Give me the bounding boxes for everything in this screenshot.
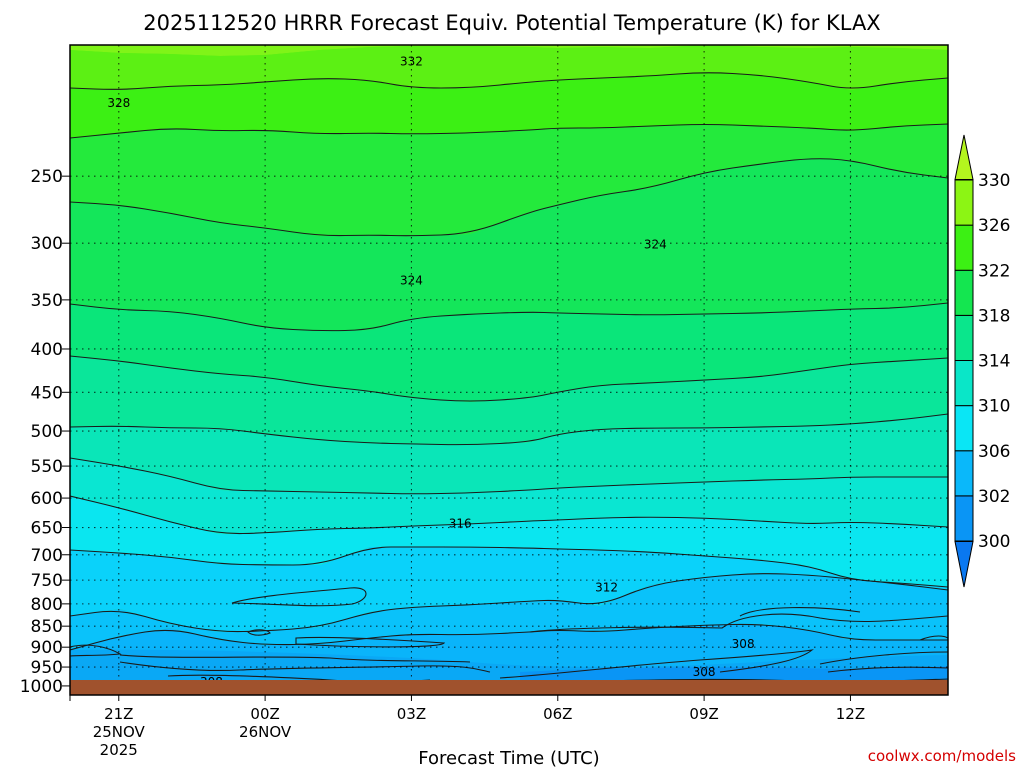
contour-line-extra-6 xyxy=(70,644,122,657)
contour-band-6 xyxy=(70,356,948,445)
contour-label-308: 308 xyxy=(693,665,716,679)
contour-band-4 xyxy=(70,158,948,331)
colorbar-label-330: 330 xyxy=(978,171,1010,191)
colorbar-segment-314-318 xyxy=(954,314,974,361)
y-tick-label-250: 250 xyxy=(31,167,63,187)
contour-label-316: 316 xyxy=(449,517,472,531)
contour-line-extra-1 xyxy=(247,629,271,636)
colorbar-segment-310-314 xyxy=(954,360,974,407)
y-tick-label-1000: 1000 xyxy=(20,677,63,697)
colorbar-label-326: 326 xyxy=(978,216,1010,236)
y-tick-label-850: 850 xyxy=(31,617,63,637)
colorbar-label-306: 306 xyxy=(978,442,1010,462)
contour-label-328: 328 xyxy=(107,96,130,110)
x-tick-label-30-0: 06Z xyxy=(543,705,572,723)
y-tick-label-750: 750 xyxy=(31,571,63,591)
contour-band-3 xyxy=(70,124,948,236)
contour-line-5 xyxy=(70,355,948,402)
colorbar-label-322: 322 xyxy=(978,261,1010,281)
contour-line-extra-3 xyxy=(529,613,948,633)
contour-line-8 xyxy=(70,495,948,535)
contour-line-extra-0 xyxy=(231,587,367,607)
colorbar-segment-322-326 xyxy=(954,224,974,271)
contour-line-11 xyxy=(70,623,948,651)
colorbar-label-310: 310 xyxy=(978,397,1010,417)
x-tick-label-24-1: 26NOV xyxy=(239,723,292,741)
y-tick-label-650: 650 xyxy=(31,519,63,539)
x-tick-label-27-0: 03Z xyxy=(397,705,426,723)
contour-line-4 xyxy=(70,302,948,332)
y-tick-label-800: 800 xyxy=(31,595,63,615)
colorbar-lower-arrow xyxy=(954,541,974,588)
x-tick-label-21-2: 2025 xyxy=(100,741,138,759)
contour-line-extra-12 xyxy=(827,666,948,673)
contour-band-5 xyxy=(70,303,948,402)
y-axis: 2503003504004505005506006507007508008509… xyxy=(20,167,70,697)
contour-band-10 xyxy=(70,547,948,632)
x-tick-label-24-0: 00Z xyxy=(250,705,279,723)
contour-line-10 xyxy=(70,573,948,633)
contour-band-1 xyxy=(70,45,948,90)
x-tick-label-21-1: 25NOV xyxy=(93,723,146,741)
chart-title: 2025112520 HRRR Forecast Equiv. Potentia… xyxy=(143,11,880,35)
contour-label-324: 324 xyxy=(644,237,667,251)
colorbar-segment-318-322 xyxy=(954,269,974,316)
contour-band-9 xyxy=(70,496,948,587)
y-tick-label-500: 500 xyxy=(31,422,63,442)
ground-surface xyxy=(70,680,948,695)
contour-line-extra-11 xyxy=(819,651,948,665)
contour-line-extra-5 xyxy=(919,635,948,641)
contour-band-2 xyxy=(70,72,948,138)
y-tick-label-300: 300 xyxy=(31,234,63,254)
y-tick-label-550: 550 xyxy=(31,457,63,477)
colorbar: 300 302 306 310 314 318 322 326 330 xyxy=(954,134,1010,588)
contour-line-extra-2 xyxy=(295,636,446,648)
colorbar-label-318: 318 xyxy=(978,306,1010,326)
contour-line-6 xyxy=(70,413,948,446)
x-axis-label: Forecast Time (UTC) xyxy=(418,748,599,768)
contour-line-extra-4 xyxy=(739,607,861,617)
y-tick-label-400: 400 xyxy=(31,340,63,360)
contour-label-324: 324 xyxy=(400,273,423,287)
contour-line-2 xyxy=(70,123,948,139)
colorbar-segment-300-302 xyxy=(954,495,974,542)
contour-label-308: 308 xyxy=(732,637,755,651)
contour-band-8 xyxy=(70,458,948,534)
colorbar-upper-arrow xyxy=(954,134,974,180)
credit-text: coolwx.com/models xyxy=(868,747,1016,765)
contour-label-332: 332 xyxy=(400,54,423,68)
contour-line-3 xyxy=(70,158,948,237)
contour-band-0 xyxy=(70,45,948,56)
contour-line-7 xyxy=(70,457,948,495)
x-tick-label-33-0: 09Z xyxy=(689,705,718,723)
colorbar-label-300: 300 xyxy=(978,532,1010,552)
x-tick-label-36-0: 12Z xyxy=(836,705,865,723)
contour-line-1 xyxy=(70,72,948,90)
plot-area: 332328324324316312308308308312316 xyxy=(70,45,948,695)
colorbar-label-314: 314 xyxy=(978,352,1010,372)
contour-band-11 xyxy=(70,573,948,650)
y-tick-label-950: 950 xyxy=(31,658,63,678)
contour-band-7 xyxy=(70,414,948,494)
y-tick-label-700: 700 xyxy=(31,546,63,566)
y-tick-label-350: 350 xyxy=(31,291,63,311)
colorbar-label-302: 302 xyxy=(978,487,1010,507)
contour-line-extra-7 xyxy=(119,654,471,663)
colorbar-segment-326-330 xyxy=(954,179,974,226)
y-tick-label-600: 600 xyxy=(31,489,63,509)
contour-label-312: 312 xyxy=(595,580,618,594)
contour-line-extra-10 xyxy=(499,649,814,679)
x-tick-label-21-0: 21Z xyxy=(104,705,133,723)
contour-line-9 xyxy=(70,546,948,588)
plot-frame xyxy=(69,44,949,696)
colorbar-segment-302-306 xyxy=(954,450,974,497)
y-tick-label-900: 900 xyxy=(31,638,63,658)
colorbar-segment-306-310 xyxy=(954,405,974,452)
y-tick-label-450: 450 xyxy=(31,383,63,403)
